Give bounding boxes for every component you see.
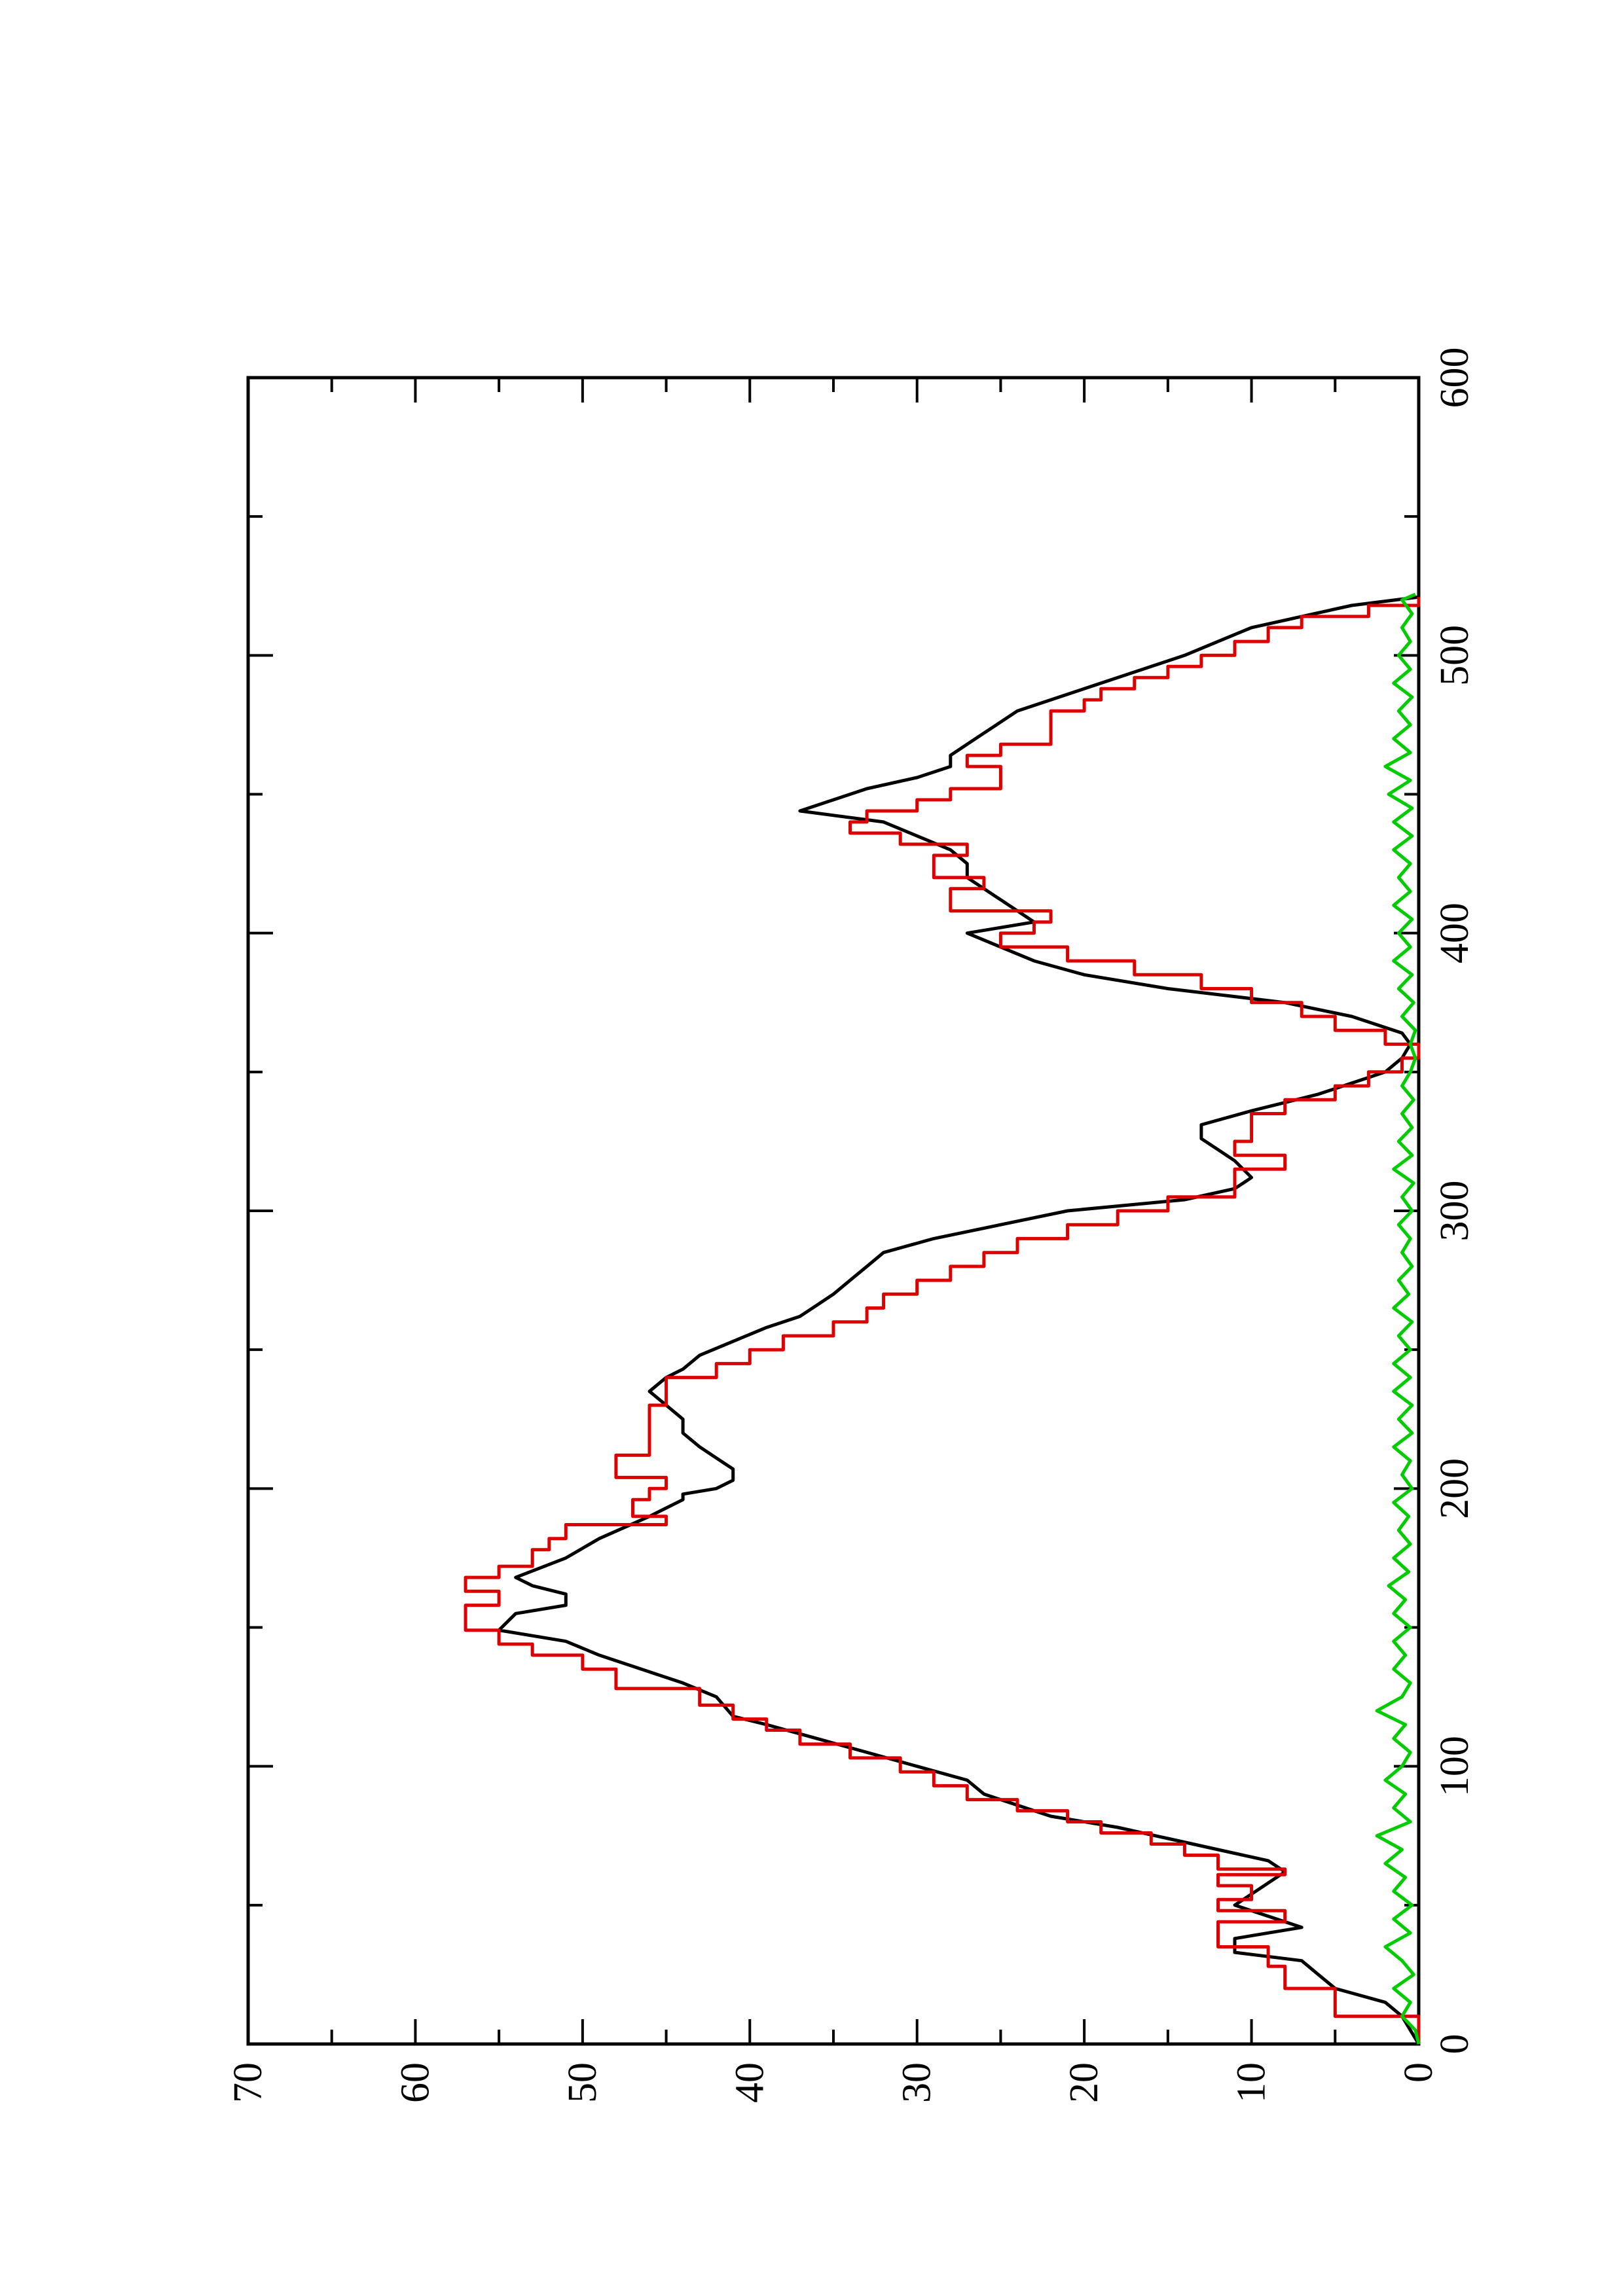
x-tick-label: 0 (1432, 2034, 1477, 2054)
plot-frame (246, 376, 1421, 2046)
x-tick-label: 300 (1432, 1181, 1477, 1242)
tick-marks (247, 376, 1420, 2045)
y-tick-label: 0 (1396, 2062, 1441, 2083)
red-series-line (464, 597, 1421, 2044)
x-tick-label: 600 (1432, 348, 1477, 408)
black-series-line (497, 595, 1421, 2045)
y-tick-label: 40 (727, 2062, 772, 2103)
series-group (464, 592, 1421, 2045)
y-tick-label: 50 (560, 2062, 605, 2103)
y-tick-label: 20 (1062, 2062, 1106, 2103)
y-tick-label: 60 (393, 2062, 437, 2103)
x-tick-label: 400 (1432, 903, 1477, 963)
x-tick-label: 500 (1432, 625, 1477, 686)
x-tick-label: 200 (1432, 1458, 1477, 1519)
tick-labels: 0 100 200 300 400 500 600 0 10 20 30 40 50 60 70 (226, 348, 1477, 2104)
x-tick-label: 100 (1432, 1736, 1477, 1797)
y-tick-label: 30 (895, 2062, 939, 2103)
y-tick-label: 70 (226, 2062, 270, 2103)
green-series-line (1375, 592, 1421, 2045)
y-tick-label: 10 (1230, 2062, 1274, 2103)
